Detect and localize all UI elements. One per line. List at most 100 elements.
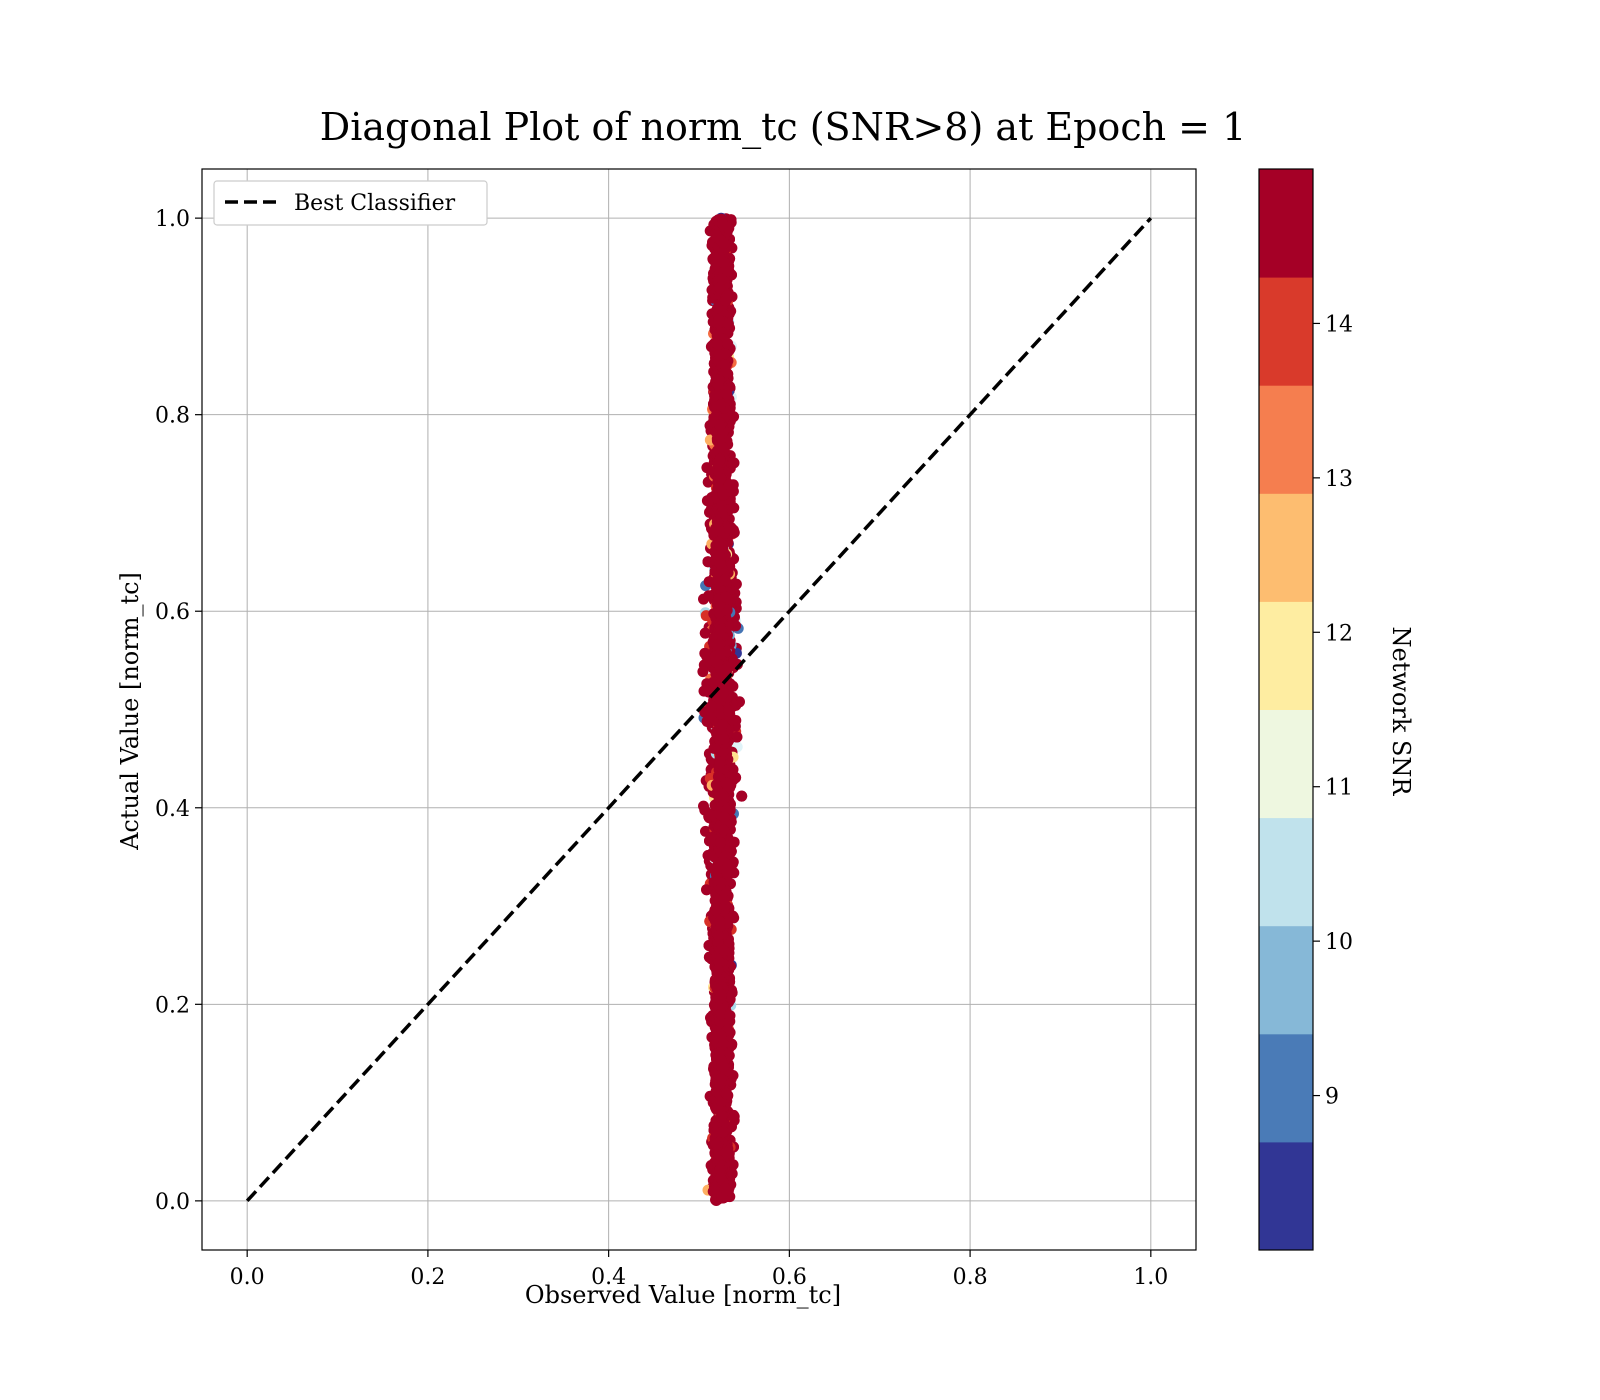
scatter-point	[714, 454, 726, 466]
scatter-point	[710, 1138, 722, 1150]
legend: Best Classifier	[213, 180, 488, 226]
scatter-point	[714, 419, 726, 431]
scatter-point	[713, 524, 725, 536]
colorbar-band	[1259, 277, 1313, 386]
colorbar-band	[1259, 169, 1313, 278]
scatter-point	[710, 779, 722, 791]
colorbar-band	[1259, 493, 1313, 602]
scatter-point	[714, 916, 726, 928]
legend-box	[213, 180, 488, 226]
x-tick-label: 0.6	[772, 1265, 807, 1290]
legend-label: Best Classifier	[294, 191, 456, 216]
y-tick-label: 0.4	[155, 797, 190, 822]
colorbar-band	[1259, 709, 1313, 819]
scatter-points	[697, 212, 748, 1206]
scatter-point	[699, 647, 711, 659]
scatter-point	[715, 1073, 727, 1085]
x-tick-label: 1.0	[1133, 1265, 1168, 1290]
scatter-point	[710, 904, 722, 916]
scatter-point	[719, 359, 731, 371]
scatter-point	[715, 1030, 727, 1041]
colorbar-band	[1259, 1033, 1313, 1143]
colorbar-tick-label: 12	[1325, 621, 1353, 646]
scatter-point	[713, 930, 724, 942]
colorbar-tick-label: 10	[1325, 930, 1353, 955]
scatter-point	[736, 790, 748, 802]
scatter-point	[712, 338, 724, 350]
colorbar-band	[1259, 601, 1313, 710]
scatter-point	[717, 824, 729, 836]
colorbar: 9 10 11 12 13 14	[1258, 168, 1353, 1251]
scatter-point	[717, 719, 729, 731]
scatter-point	[706, 700, 718, 712]
scatter-point	[714, 708, 726, 720]
scatter-point	[719, 664, 731, 675]
scatter-point	[719, 574, 731, 586]
scatter-point	[700, 825, 711, 837]
scatter-point	[717, 218, 729, 230]
colorbar-tick-label: 9	[1325, 1085, 1339, 1110]
y-axis-label: Actual Value [norm_tc]	[116, 572, 144, 851]
scatter-point	[720, 591, 732, 603]
y-tick-label: 0.0	[155, 1190, 190, 1215]
scatter-point	[711, 516, 723, 528]
x-tick-label: 0.4	[591, 1265, 626, 1290]
scatter-point	[720, 1088, 732, 1100]
scatter-point	[720, 294, 732, 306]
colorbar-frame	[1258, 168, 1314, 1251]
colorbar-band	[1259, 385, 1313, 494]
scatter-point	[712, 302, 723, 314]
scatter-point	[714, 399, 726, 411]
scatter-point	[718, 733, 730, 745]
scatter-point	[731, 731, 743, 743]
plot-area: 0.0 0.2 0.4 0.6 0.8 1.0 0.0 0.2 0.4 0.6 0.8 1.0	[155, 168, 1197, 1290]
scatter-point	[724, 1010, 736, 1022]
scatter-point	[719, 348, 731, 360]
scatter-point	[712, 964, 724, 976]
chart-title: Diagonal Plot of norm_tc (SNR>8) at Epoc…	[320, 105, 1247, 150]
y-tick-label: 0.2	[155, 993, 190, 1018]
scatter-point	[722, 318, 734, 330]
x-tick-label: 0.8	[953, 1265, 988, 1290]
scatter-point	[717, 539, 729, 551]
scatter-point	[711, 639, 723, 651]
scatter-point	[714, 678, 726, 690]
scatter-point	[719, 1183, 731, 1195]
scatter-point	[715, 1008, 727, 1020]
scatter-point	[715, 624, 727, 636]
scatter-point	[718, 894, 730, 906]
scatter-point	[715, 1096, 727, 1107]
colorbar-tick-label: 14	[1325, 312, 1353, 337]
scatter-point	[715, 989, 727, 1001]
scatter-point	[718, 945, 730, 957]
scatter-point	[703, 590, 715, 602]
colorbar-band	[1259, 817, 1313, 927]
scatter-point	[714, 558, 726, 570]
scatter-point	[698, 800, 709, 812]
y-tick-label: 0.6	[155, 600, 190, 625]
best-classifier-line	[245, 216, 1153, 1203]
x-axis-label: Observed Value [norm_tc]	[525, 1281, 841, 1309]
scatter-point	[715, 1111, 727, 1123]
colorbar-tick-label: 13	[1325, 467, 1353, 492]
scatter-point	[714, 550, 726, 562]
scatter-point	[713, 314, 725, 326]
colorbar-tick-label: 11	[1325, 776, 1353, 801]
scatter-point	[699, 627, 711, 639]
scatter-point	[718, 256, 729, 268]
colorbar-band	[1259, 925, 1313, 1035]
scatter-point	[714, 282, 725, 294]
scatter-point	[717, 488, 729, 500]
plot-frame	[201, 168, 1197, 1251]
scatter-point	[714, 1163, 726, 1175]
scatter-point	[718, 237, 730, 249]
scatter-point	[716, 273, 728, 285]
scatter-point	[697, 666, 709, 678]
scatter-point	[715, 837, 726, 848]
scatter-point	[715, 472, 727, 484]
scatter-point	[723, 705, 735, 717]
scatter-point	[722, 861, 733, 873]
scatter-point	[716, 441, 728, 453]
scatter-point	[718, 1038, 729, 1050]
